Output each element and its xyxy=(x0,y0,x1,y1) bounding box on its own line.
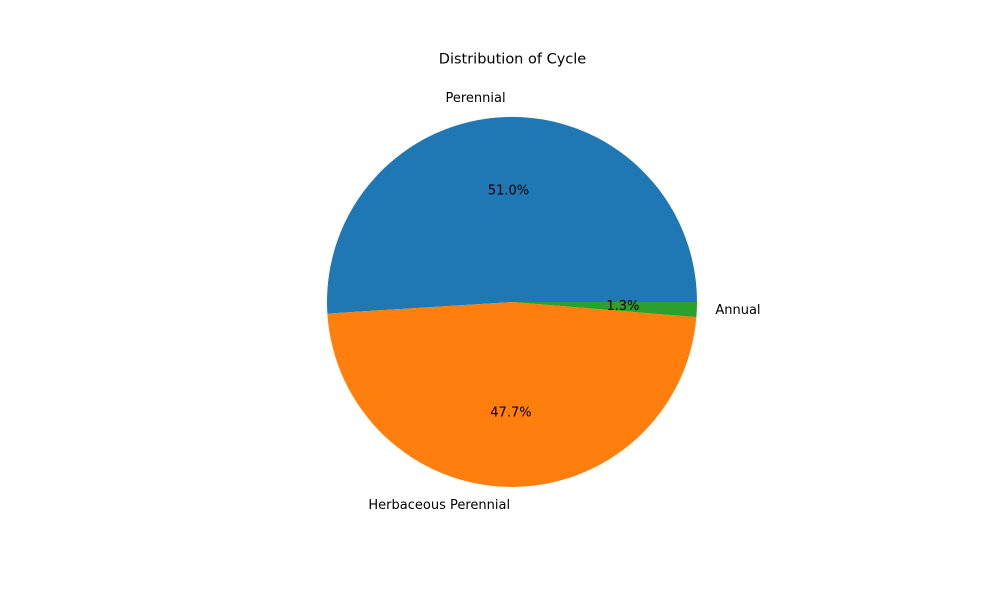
slice-label-annual: Annual xyxy=(715,303,760,318)
chart-title: Distribution of Cycle xyxy=(439,52,586,68)
slice-percent-perennial: 51.0% xyxy=(488,184,529,199)
pie-slice-perennial xyxy=(327,116,697,314)
slice-label-perennial: Perennial xyxy=(446,91,506,106)
slice-percent-annual: 1.3% xyxy=(606,299,639,314)
pie-slice-annual xyxy=(512,302,697,318)
pie-slices xyxy=(327,116,697,487)
slice-percent-herbaceous-perennial: 47.7% xyxy=(490,406,531,421)
slice-label-herbaceous-perennial: Herbaceous Perennial xyxy=(368,498,510,513)
pie-slice-herbaceous-perennial xyxy=(327,302,697,487)
pie-labels: Perennial 51.0% Herbaceous Perennial 47.7% A… xyxy=(368,91,760,513)
